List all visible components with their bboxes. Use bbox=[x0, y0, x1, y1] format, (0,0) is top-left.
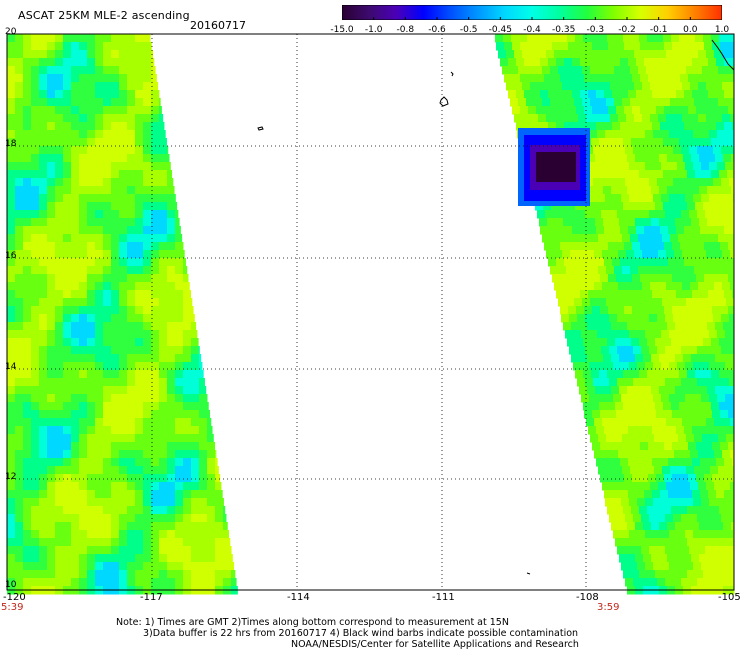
lon-tick-label: -114 bbox=[287, 592, 310, 603]
colorbar-label: -15.0 bbox=[330, 25, 354, 35]
footnote-line: 3)Data buffer is 22 hrs from 20160717 4)… bbox=[143, 628, 579, 639]
colorbar-label: -1.0 bbox=[364, 25, 383, 35]
colorbar-label: -0.45 bbox=[488, 25, 512, 35]
colorbar-label: -0.35 bbox=[552, 25, 576, 35]
footnote-line: Note: 1) Times are GMT 2)Times along bot… bbox=[116, 617, 509, 628]
product-title: ASCAT 25KM MLE-2 ascending bbox=[18, 9, 190, 22]
colorbar-label: -0.6 bbox=[428, 25, 446, 35]
colorbar-label: -0.5 bbox=[459, 25, 478, 35]
graticule bbox=[7, 34, 734, 590]
footnote-line: NOAA/NESDIS/Center for Satellite Applica… bbox=[291, 639, 579, 650]
lat-tick-label: 18 bbox=[5, 139, 17, 149]
lat-tick-label: 12 bbox=[5, 472, 17, 482]
lat-tick-label: 20 bbox=[5, 27, 17, 37]
colorbar-label: -0.8 bbox=[396, 25, 415, 35]
low-value-cluster bbox=[518, 128, 590, 206]
product-date: 20160717 bbox=[190, 19, 246, 32]
lat-tick-label: 10 bbox=[5, 580, 17, 590]
wind-swath-cells bbox=[7, 34, 735, 595]
colorbar bbox=[342, 5, 722, 20]
map-frame bbox=[6, 33, 735, 591]
colorbar-label: 1.0 bbox=[714, 25, 730, 35]
lon-tick-label: -120 bbox=[3, 592, 26, 603]
colorbar-label: -0.4 bbox=[523, 25, 541, 35]
coastline bbox=[257, 39, 735, 575]
pass-time-west: 5:39 bbox=[1, 602, 24, 613]
lat-tick-label: 14 bbox=[5, 362, 17, 372]
colorbar-label: 0.0 bbox=[683, 25, 698, 35]
lon-tick-label: -111 bbox=[432, 592, 455, 603]
colorbar-label: -0.3 bbox=[586, 25, 605, 35]
pass-time-east: 3:59 bbox=[597, 602, 620, 613]
lon-tick-label: -117 bbox=[140, 592, 163, 603]
lat-tick-label: 16 bbox=[5, 251, 17, 261]
colorbar-label: -0.1 bbox=[649, 25, 668, 35]
colorbar-label: -0.2 bbox=[618, 25, 636, 35]
lon-tick-label: -108 bbox=[576, 592, 599, 603]
lon-tick-label: -105 bbox=[718, 592, 740, 603]
